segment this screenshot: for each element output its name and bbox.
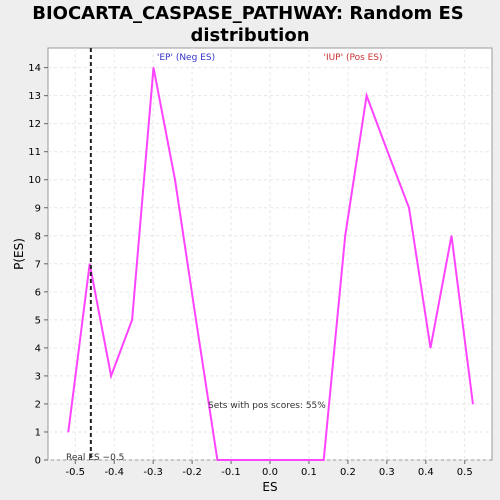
data-point xyxy=(238,459,239,460)
y-axis-label: P(ES) xyxy=(12,238,26,270)
y-tick-label: 11 xyxy=(28,147,41,158)
y-tick-label: 14 xyxy=(28,63,41,74)
x-tick-label: -0.5 xyxy=(66,467,86,478)
real-es-label: Real ES −0.5 xyxy=(66,453,124,463)
x-tick-label: 0.3 xyxy=(379,467,395,478)
data-point xyxy=(195,319,196,320)
data-point xyxy=(68,431,69,432)
data-point xyxy=(408,207,409,208)
data-point xyxy=(110,375,111,376)
y-tick-label: 2 xyxy=(35,399,41,410)
y-tick-label: 8 xyxy=(35,231,41,242)
pos-scores-annotation: Sets with pos scores: 55% xyxy=(208,401,326,411)
y-tick-label: 3 xyxy=(35,371,41,382)
data-point xyxy=(472,403,473,404)
data-point xyxy=(387,151,388,152)
data-point xyxy=(153,67,154,68)
y-tick-label: 1 xyxy=(35,427,41,438)
data-point xyxy=(366,95,367,96)
data-point xyxy=(451,235,452,236)
chart-title-line-2: distribution xyxy=(190,25,309,46)
pos-es-label: 'IUP' (Pos ES) xyxy=(323,53,382,63)
x-tick-label: 0.5 xyxy=(457,467,473,478)
data-point xyxy=(174,179,175,180)
x-tick-label: 0.4 xyxy=(418,467,434,478)
y-tick-label: 7 xyxy=(35,259,41,270)
x-tick-label: 0.1 xyxy=(301,467,317,478)
data-point xyxy=(323,459,324,460)
data-point xyxy=(302,459,303,460)
x-tick-label: -0.3 xyxy=(143,467,163,478)
data-point xyxy=(430,347,431,348)
x-tick-label: -0.2 xyxy=(182,467,202,478)
chart-title-line-1: BIOCARTA_CASPASE_PATHWAY: Random ES xyxy=(32,3,464,24)
data-point xyxy=(89,263,90,264)
y-tick-label: 13 xyxy=(28,91,41,102)
y-tick-label: 0 xyxy=(35,456,41,467)
data-point xyxy=(345,235,346,236)
data-point xyxy=(259,459,260,460)
neg-es-label: 'EP' (Neg ES) xyxy=(157,53,215,63)
y-tick-label: 6 xyxy=(35,287,41,298)
x-axis-label: ES xyxy=(262,480,277,494)
data-point xyxy=(281,459,282,460)
x-tick-label: 0.2 xyxy=(340,467,356,478)
grid-lines xyxy=(48,48,492,460)
x-tick-label: -0.4 xyxy=(104,467,124,478)
x-tick-label: 0.0 xyxy=(262,467,278,478)
y-tick-label: 12 xyxy=(28,119,41,130)
y-tick-label: 10 xyxy=(28,175,41,186)
data-point xyxy=(217,459,218,460)
data-point xyxy=(132,319,133,320)
y-tick-label: 9 xyxy=(35,203,41,214)
y-tick-label: 5 xyxy=(35,315,41,326)
x-tick-label: -0.1 xyxy=(221,467,241,478)
y-tick-label: 4 xyxy=(35,343,41,354)
